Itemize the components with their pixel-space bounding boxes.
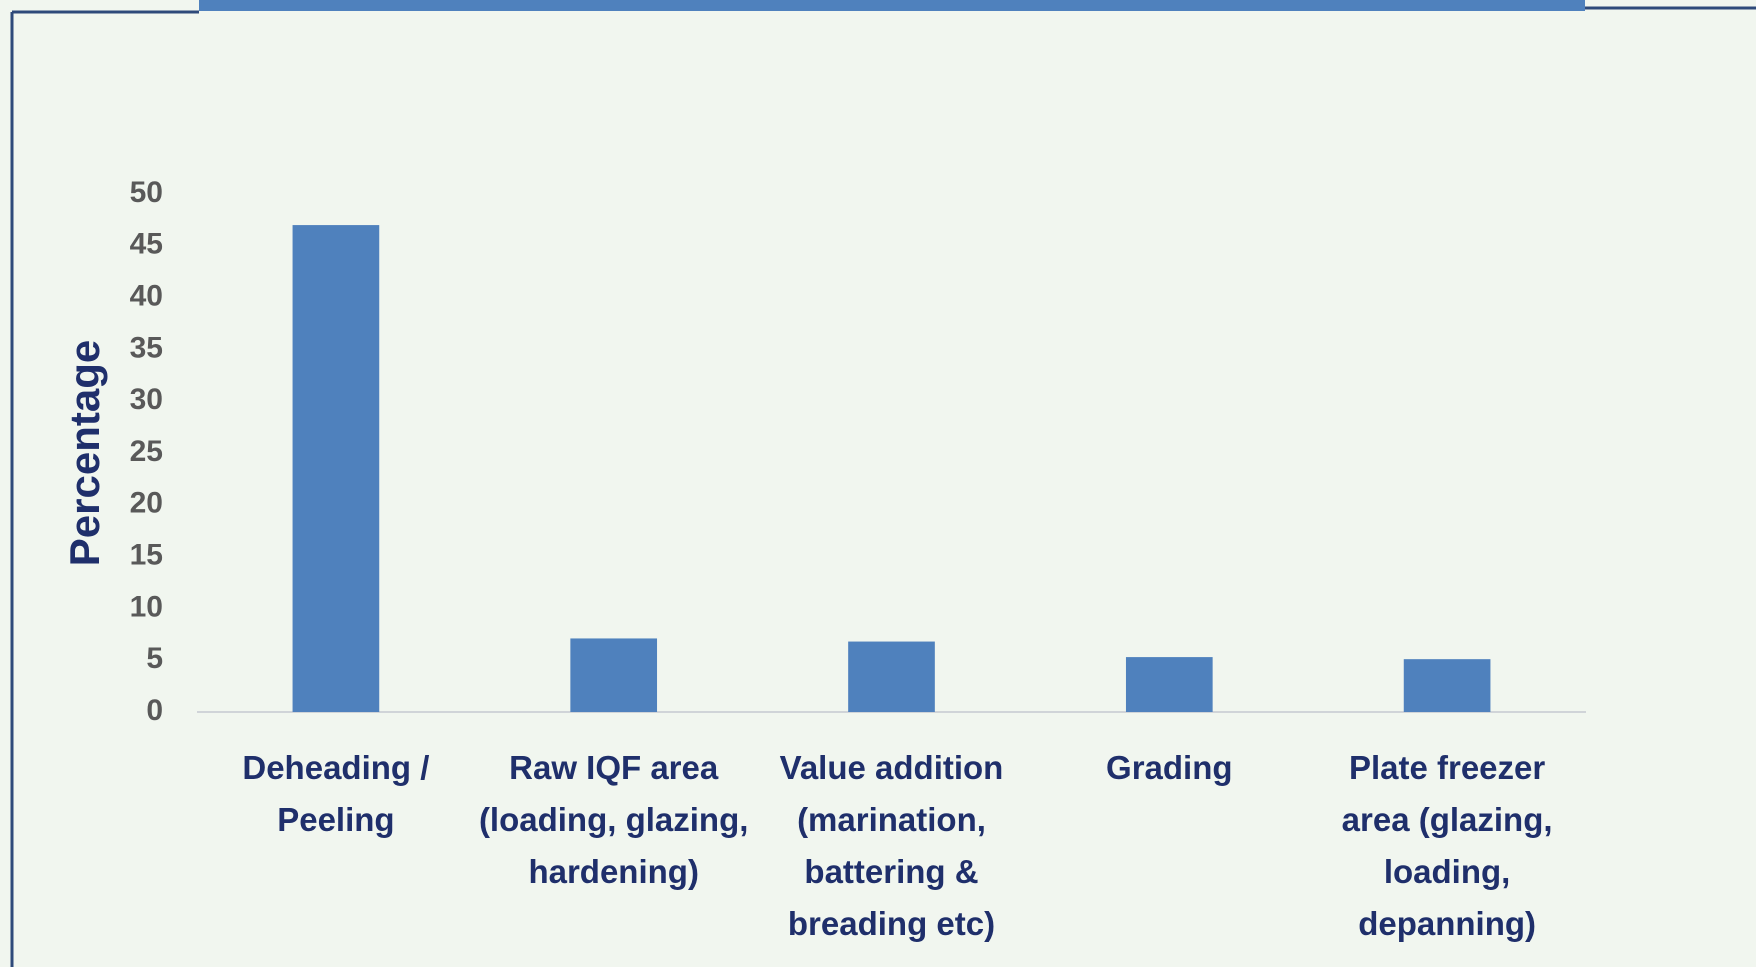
y-tick-label: 10 [130, 590, 163, 623]
x-tick-label: Plate freezer area (glazing, loading, de… [1341, 749, 1553, 942]
y-tick-label: 15 [130, 539, 163, 572]
y-tick-label: 30 [130, 383, 163, 416]
x-tick-label: Grading [1106, 749, 1233, 786]
x-tick-label: Deheading / Peeling [242, 749, 430, 838]
y-tick-label: 50 [130, 176, 163, 209]
y-tick-label: 5 [146, 642, 163, 675]
y-tick-label: 35 [130, 331, 163, 364]
bar [848, 641, 935, 712]
y-tick-label: 0 [146, 694, 163, 727]
y-tick-label: 40 [130, 280, 163, 313]
bar [292, 225, 380, 712]
y-tick-label: 25 [130, 435, 163, 468]
bar [1125, 657, 1213, 712]
y-tick-label: 20 [130, 487, 163, 520]
y-axis-label: Percentage [61, 340, 108, 566]
y-tick-label: 45 [130, 228, 163, 261]
top-band [199, 0, 1585, 11]
x-tick-label: Raw IQF area (loading, glazing, hardenin… [478, 749, 749, 890]
bar [570, 638, 658, 712]
x-tick-label: Value addition (marination, battering & … [779, 749, 1004, 942]
bar [1403, 659, 1491, 712]
